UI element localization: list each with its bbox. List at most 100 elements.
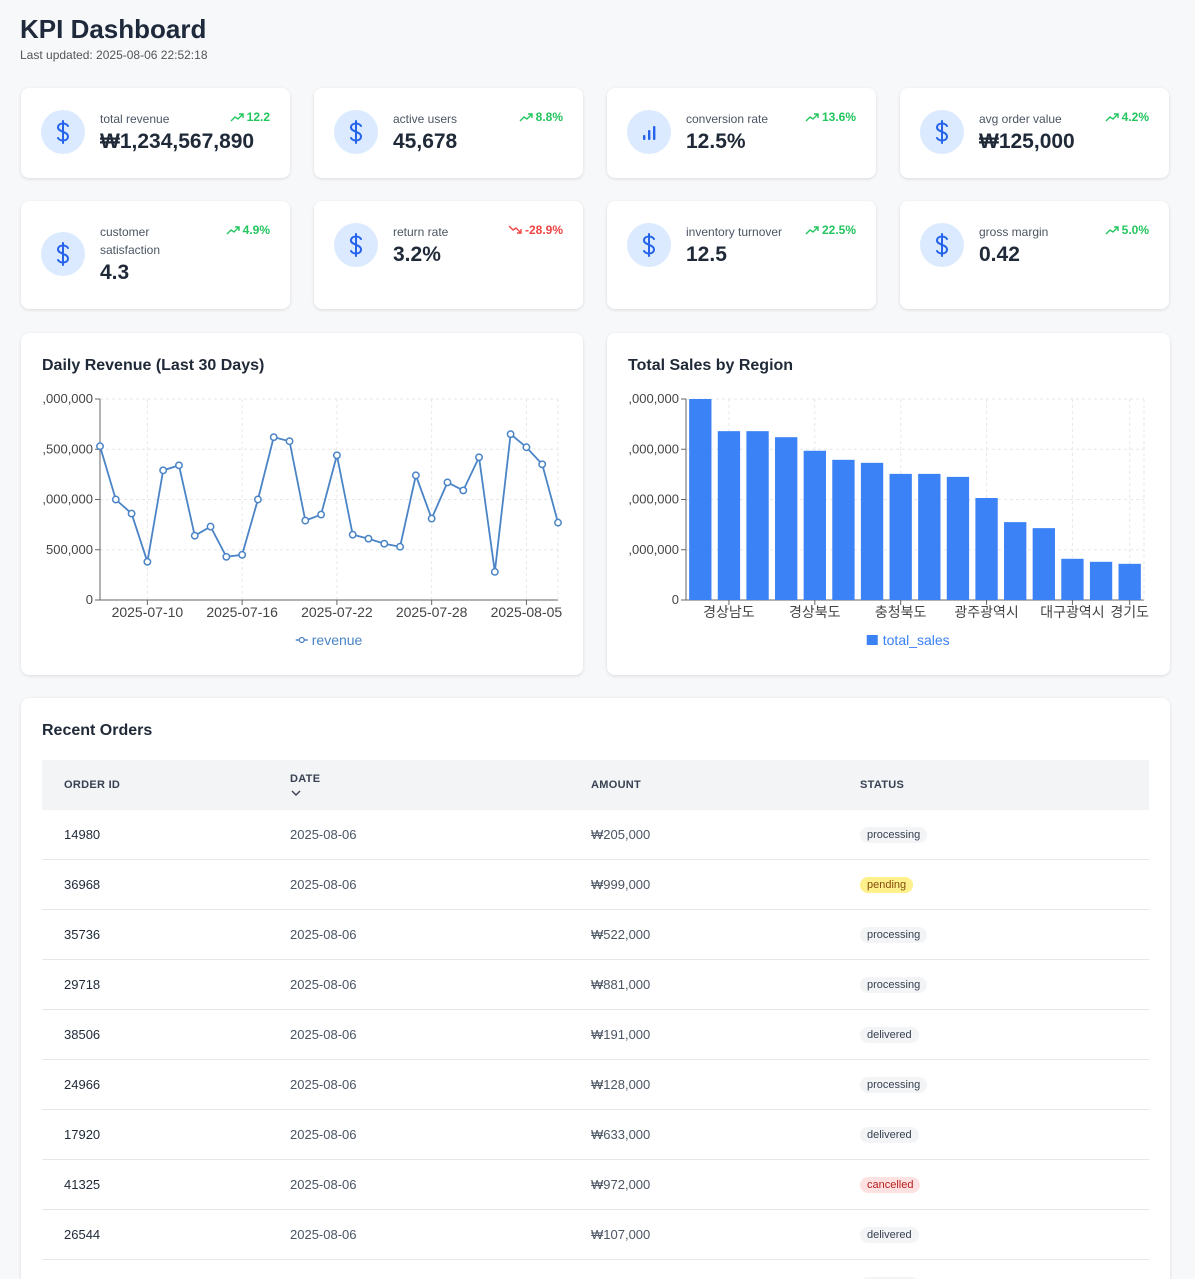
trend-icon xyxy=(805,113,819,122)
trend-icon xyxy=(230,113,244,122)
legend-swatch xyxy=(866,635,878,645)
cell: 2025-08-06 xyxy=(289,859,590,910)
kpi-text: gross margin 0.42 xyxy=(979,223,1048,267)
point xyxy=(190,531,199,540)
y-tick-label: 500,000 xyxy=(46,542,93,557)
cell: processing xyxy=(859,1059,1149,1110)
point xyxy=(332,451,341,460)
kpi-card: gross margin 0.42 5.0% xyxy=(900,201,1169,309)
point xyxy=(396,542,405,551)
bar xyxy=(832,459,855,600)
point xyxy=(111,495,120,504)
orders-table: ORDER ID DATE AMOUNT STATUS 14980 2025-08-06… xyxy=(42,760,1149,1279)
cell: ₩972,000 xyxy=(590,1159,859,1210)
kpi-text: return rate 3.2% xyxy=(393,223,448,267)
kpi-card: return rate 3.2% -28.9% xyxy=(314,201,583,309)
column-header[interactable]: DATE xyxy=(289,760,590,810)
trend-arrow xyxy=(1105,113,1119,122)
order-row: 41325 2025-08-06 ₩972,000 cancelled xyxy=(42,1159,1149,1210)
header-label: ORDER ID xyxy=(64,779,121,791)
page-title: KPI Dashboard xyxy=(20,14,207,44)
status-badge: pending xyxy=(860,877,914,893)
kpi-trend: 12.2 xyxy=(230,110,270,124)
trend-icon xyxy=(226,226,240,235)
point xyxy=(269,433,278,442)
status-badge: cancelled xyxy=(860,1177,921,1193)
icon-dollar xyxy=(935,120,949,144)
cell: ₩128,000 xyxy=(590,1059,859,1110)
bar-chart-card: Total Sales by Region 0 1,000,000 2,000,00… xyxy=(607,333,1170,675)
trend-arrow xyxy=(805,113,819,122)
point xyxy=(253,495,262,504)
icon-dollar xyxy=(349,233,363,257)
cell: delivered xyxy=(859,1109,1149,1160)
trend-arrow xyxy=(230,113,244,122)
line xyxy=(99,432,559,572)
trend-arrow xyxy=(508,225,522,234)
kpi-icon xyxy=(41,232,85,276)
point xyxy=(348,530,357,539)
cell: pending xyxy=(859,859,1149,910)
kpi-content: avg order value ₩125,000 xyxy=(920,110,1075,154)
kpi-content: active users 45,678 xyxy=(334,110,457,154)
kpi-trend: 5.0% xyxy=(1105,223,1149,237)
trend-value: -28.9% xyxy=(524,223,563,237)
kpi-icon xyxy=(334,110,378,154)
point xyxy=(159,466,168,475)
trend-icon xyxy=(508,225,522,234)
chart: 0 500,000 1,000,000 1,500,000 2,000,000 2025-… xyxy=(42,391,563,648)
kpi-content: customer satisfaction 4.3 xyxy=(41,223,212,285)
cell: 24966 xyxy=(42,1059,289,1110)
point xyxy=(238,550,247,559)
point xyxy=(222,552,231,561)
y-tick-label: 3,000,000 xyxy=(628,441,679,456)
trend-arrow xyxy=(1105,226,1119,235)
y-tick-label: 0 xyxy=(672,592,679,607)
cell: 26544 xyxy=(42,1209,289,1260)
x-tick-label: 광주광역시 xyxy=(954,604,1018,620)
kpi-icon xyxy=(627,223,671,267)
kpi-value: 3.2% xyxy=(393,243,441,266)
cell: processing xyxy=(859,909,1149,960)
y-tick-label: 1,000,000 xyxy=(628,542,679,557)
point xyxy=(554,518,562,527)
order-row: 38506 2025-08-06 ₩191,000 delivered xyxy=(42,1009,1149,1060)
trend-value: 5.0% xyxy=(1121,223,1149,237)
trend-icon xyxy=(519,113,533,122)
kpi-text: conversion rate 12.5% xyxy=(686,110,768,154)
x-tick-label: 경상남도 xyxy=(703,604,755,620)
trend-value: 8.8% xyxy=(535,110,563,124)
icon-dollar xyxy=(935,233,949,257)
cell: 41325 xyxy=(42,1159,289,1210)
cell: 2025-08-06 xyxy=(289,1209,590,1260)
cell: cancelled xyxy=(859,1159,1149,1210)
trend-value: 22.5% xyxy=(821,223,856,237)
kpi-trend: 4.2% xyxy=(1105,110,1149,124)
kpi-label: inventory turnover xyxy=(686,225,783,239)
order-row: 36968 2025-08-06 ₩999,000 pending xyxy=(42,859,1149,910)
bar xyxy=(717,431,741,600)
header-label: STATUS xyxy=(860,779,905,791)
cell: ₩205,000 xyxy=(590,810,859,860)
point xyxy=(427,514,436,523)
x-tick-label: 2025-07-16 xyxy=(206,604,278,620)
last-updated: Last updated: 2025-08-06 22:52:18 xyxy=(20,48,208,62)
kpi-icon xyxy=(334,223,378,267)
cell: processing xyxy=(859,959,1149,1010)
point xyxy=(175,461,183,470)
cell: 2025-08-06 xyxy=(289,1059,590,1110)
kpi-value: 12.5% xyxy=(686,130,746,153)
y-tick-label: 2,000,000 xyxy=(42,391,93,406)
kpi-icon xyxy=(627,110,671,154)
kpi-value: 45,678 xyxy=(393,130,458,153)
x-tick-label: 2025-08-05 xyxy=(491,604,563,620)
header-label: DATE xyxy=(290,772,321,785)
point xyxy=(522,443,531,452)
kpi-icon xyxy=(920,110,964,154)
chevron xyxy=(291,790,301,796)
point xyxy=(411,471,420,480)
point xyxy=(364,534,373,543)
cell: 2025-08-06 xyxy=(289,1259,590,1279)
